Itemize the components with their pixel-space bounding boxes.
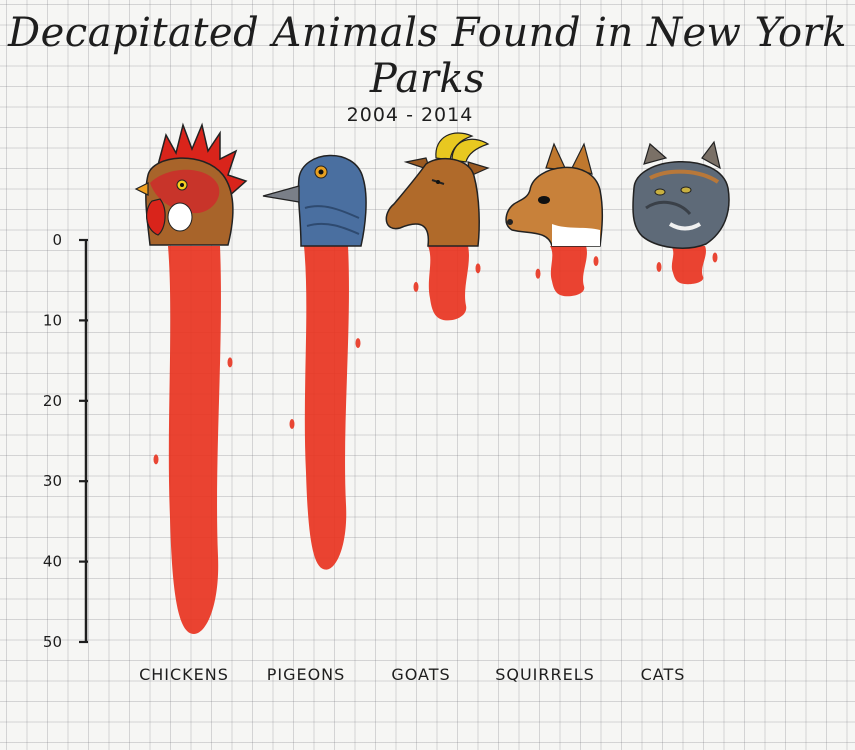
- category-label-pigeons: PIGEONS: [267, 665, 346, 684]
- goat-head-icon: [385, 132, 490, 247]
- blood-drop: [712, 252, 718, 263]
- category-label-squirrels: SQUIRRELS: [495, 665, 595, 684]
- blood-drop: [289, 419, 295, 430]
- blood-drop: [355, 338, 361, 349]
- blood-drop: [593, 256, 599, 267]
- bar-chickens: [168, 246, 221, 634]
- y-tick-label: 50: [43, 633, 62, 651]
- blood-drop: [227, 357, 233, 368]
- cat-head-icon: [632, 140, 730, 249]
- category-label-chickens: CHICKENS: [139, 665, 229, 684]
- blood-drop: [656, 262, 662, 273]
- blood-drop: [535, 268, 541, 279]
- pigeon-head-icon: [262, 154, 367, 247]
- rooster-head-icon: [134, 122, 248, 246]
- chart-title: Decapitated Animals Found in New York Pa…: [8, 10, 847, 102]
- blood-drop: [413, 281, 419, 292]
- bar-pigeons: [304, 246, 349, 570]
- blood-drop: [475, 263, 481, 274]
- y-tick-label: 20: [43, 392, 62, 410]
- chart-subtitle: 2004 - 2014: [346, 104, 474, 126]
- squirrel-head-icon: [505, 142, 604, 247]
- y-tick-label: 10: [43, 311, 62, 329]
- bars-group: [153, 246, 718, 634]
- y-tick-label: 30: [43, 472, 62, 490]
- bar-cats: [671, 246, 706, 285]
- y-tick-label: 40: [43, 553, 62, 571]
- category-label-goats: GOATS: [391, 665, 450, 684]
- category-label-cats: CATS: [641, 665, 686, 684]
- y-axis: 0 10 20 30 40 50: [43, 231, 88, 651]
- blood-drop: [153, 454, 159, 465]
- bar-goats: [428, 246, 469, 321]
- category-labels: CHICKENS PIGEONS GOATS SQUIRRELS CATS: [139, 665, 686, 684]
- y-tick-label: 0: [52, 231, 62, 249]
- bar-squirrels: [550, 246, 587, 297]
